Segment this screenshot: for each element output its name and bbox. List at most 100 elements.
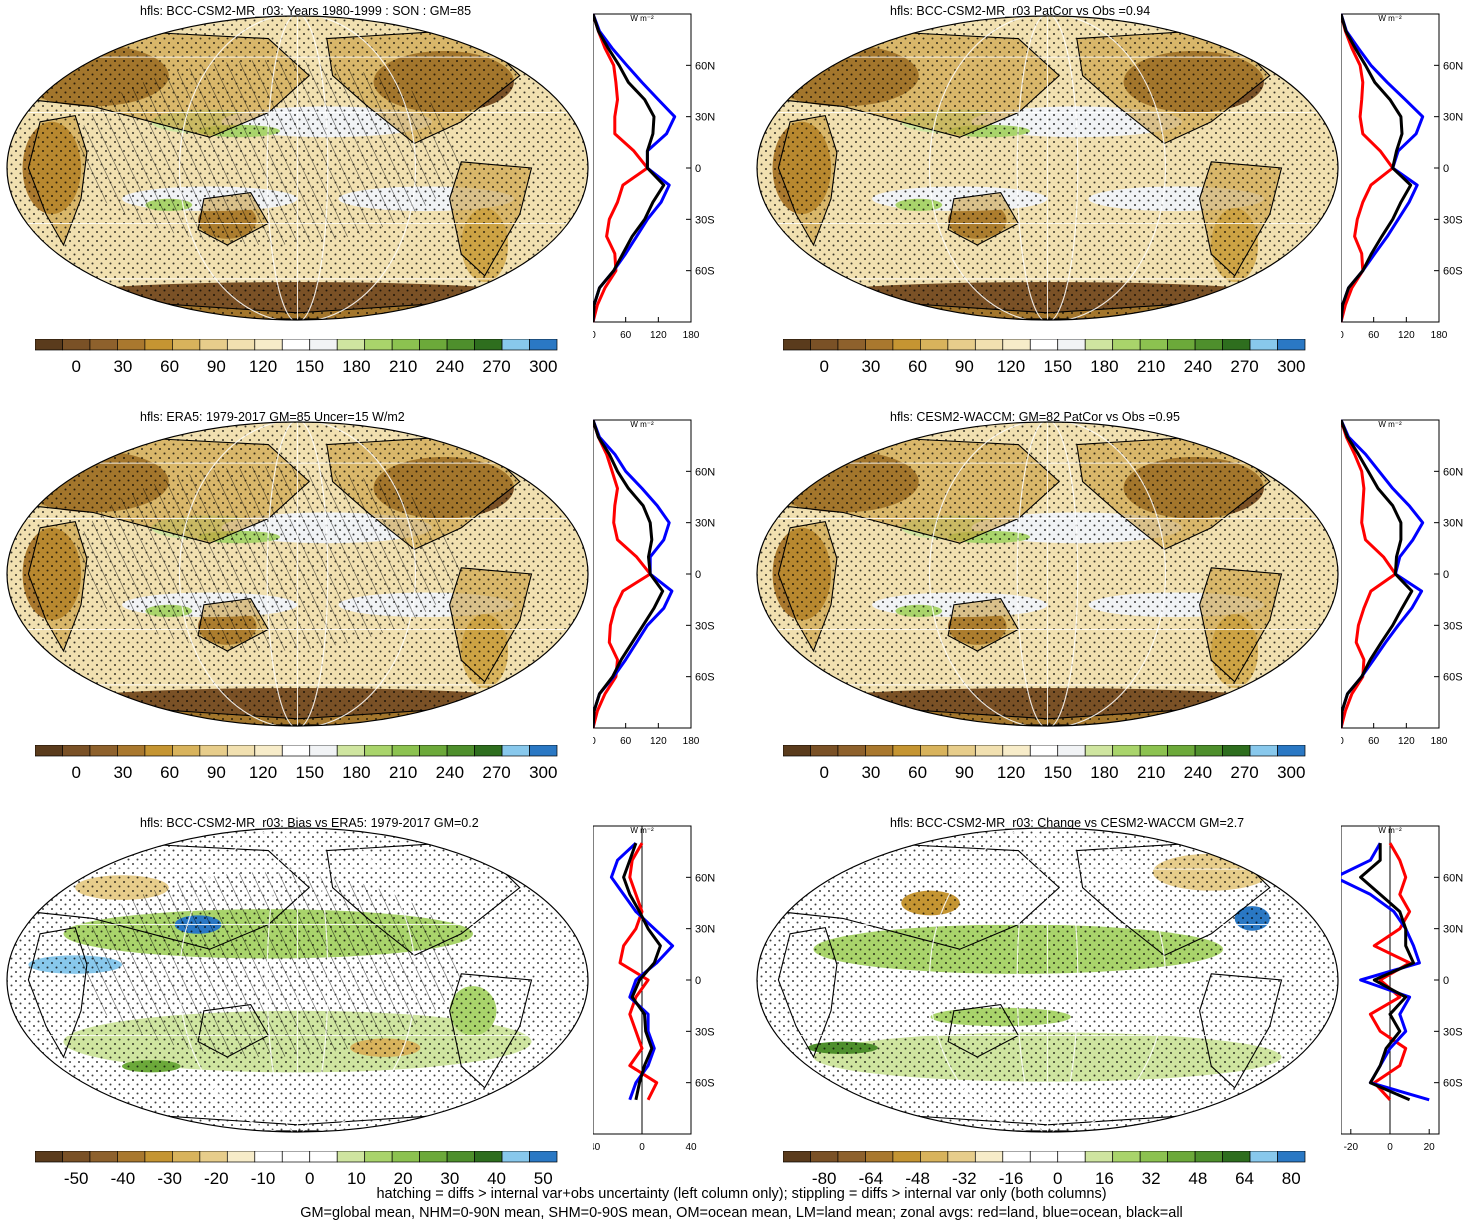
colorbar-label: -40 bbox=[111, 1169, 136, 1188]
colorbar-swatch bbox=[810, 745, 839, 757]
zonal-line-land bbox=[618, 842, 659, 1101]
colorbar-6: -80 -64 -48 -32 -16 0 16 32 48 64 80 bbox=[783, 1151, 1306, 1188]
colorbar-swatch bbox=[974, 1151, 1004, 1163]
colorbar-swatch bbox=[1222, 1151, 1251, 1163]
lat-tick-label: 0 bbox=[1443, 975, 1449, 987]
colorbar-label: 120 bbox=[997, 763, 1025, 782]
colorbar-swatch bbox=[474, 1151, 503, 1163]
colorbar-label: 60 bbox=[908, 357, 927, 376]
colorbar-label: 210 bbox=[389, 357, 417, 376]
zonal-line-all bbox=[593, 419, 665, 729]
colorbar-label: 270 bbox=[1230, 357, 1258, 376]
colorbar-label: 30 bbox=[113, 763, 132, 782]
colorbar-swatch bbox=[920, 339, 949, 351]
x-tick-label: 0 bbox=[639, 1142, 645, 1153]
colorbar-swatch bbox=[1139, 1151, 1168, 1163]
colorbar-2: 0 30 60 90 120 150 180 210 240 270 300 bbox=[783, 339, 1305, 376]
colorbar-swatch bbox=[336, 339, 366, 351]
colorbar-swatch bbox=[117, 339, 146, 351]
lat-tick-label: 0 bbox=[1443, 163, 1449, 175]
colorbar-swatch bbox=[1057, 1151, 1086, 1163]
colorbar-1: 0 30 60 90 120 150 180 210 240 270 300 bbox=[35, 339, 557, 376]
lat-tick-label: 60N bbox=[1443, 60, 1463, 72]
colorbar-swatch bbox=[974, 339, 1004, 351]
colorbar-label: 0 bbox=[819, 357, 828, 376]
map-panel-3 bbox=[6, 421, 589, 727]
lat-tick-label: 60S bbox=[695, 266, 715, 278]
title-top-right: hfls: BCC-CSM2-MR_r03 PatCor vs Obs =0.9… bbox=[890, 4, 1151, 18]
colorbar-swatch bbox=[1029, 339, 1059, 351]
x-tick-label: 20 bbox=[1424, 1142, 1436, 1153]
x-tick-label: 40 bbox=[685, 1142, 697, 1153]
colorbar-label: 60 bbox=[160, 763, 179, 782]
lat-tick-label: 60S bbox=[1443, 1078, 1463, 1090]
colorbar-swatch bbox=[974, 745, 1004, 757]
colorbar-swatch bbox=[309, 745, 338, 757]
zonal-plot-2: W m⁻² 60N 30N 0 30S 60S 0 60 120 180 bbox=[1341, 13, 1463, 341]
colorbar-label: 32 bbox=[1142, 1169, 1161, 1188]
colorbar-label: 240 bbox=[1184, 763, 1212, 782]
colorbar-swatch bbox=[1029, 1151, 1059, 1163]
colorbar-label: 64 bbox=[1235, 1169, 1254, 1188]
title-bottom-right: hfls: BCC-CSM2-MR_r03: Change vs CESM2-W… bbox=[890, 816, 1245, 830]
colorbar-swatch bbox=[1167, 745, 1196, 757]
lat-tick-label: 60N bbox=[695, 60, 715, 72]
colorbar-label: 150 bbox=[296, 763, 324, 782]
colorbar-swatch bbox=[419, 339, 448, 351]
lat-tick-label: 0 bbox=[695, 163, 701, 175]
colorbar-swatch bbox=[1194, 339, 1223, 351]
colorbar-label: 0 bbox=[71, 357, 80, 376]
colorbar-swatch bbox=[62, 339, 91, 351]
x-tick-label: 120 bbox=[1398, 736, 1415, 747]
colorbar-swatch bbox=[446, 339, 475, 351]
hatching bbox=[75, 872, 462, 1057]
colorbar-4: 0 30 60 90 120 150 180 210 240 270 300 bbox=[783, 745, 1305, 782]
x-tick-label: 180 bbox=[683, 330, 700, 341]
colorbar-swatch bbox=[1222, 339, 1251, 351]
colorbar-label: 240 bbox=[436, 763, 464, 782]
x-tick-label: 120 bbox=[1398, 330, 1415, 341]
colorbar-swatch bbox=[892, 745, 921, 757]
colorbar-swatch bbox=[199, 1151, 228, 1163]
colorbar-swatch bbox=[947, 745, 976, 757]
zonal-plot-1: W m⁻² 60N 30N 0 30S 60S 0 60 120 180 bbox=[593, 13, 715, 341]
colorbar-swatch bbox=[1057, 339, 1086, 351]
colorbar-label: 90 bbox=[955, 357, 974, 376]
lat-tick-label: 30N bbox=[1443, 518, 1463, 530]
colorbar-label: 210 bbox=[1137, 763, 1165, 782]
colorbar-label: 90 bbox=[207, 763, 226, 782]
colorbar-swatch bbox=[35, 745, 63, 757]
lat-tick-label: 60N bbox=[1443, 872, 1463, 884]
lat-tick-label: 60S bbox=[1443, 266, 1463, 278]
colorbar-swatch bbox=[865, 1151, 894, 1163]
lat-tick-label: 30N bbox=[1443, 924, 1463, 936]
zonal-line-all bbox=[593, 13, 666, 323]
colorbar-label: 210 bbox=[1137, 357, 1165, 376]
colorbar-swatch bbox=[199, 339, 228, 351]
colorbar-swatch bbox=[1139, 339, 1168, 351]
colorbar-swatch bbox=[837, 1151, 866, 1163]
zonal-line-ocean bbox=[1341, 13, 1425, 323]
title-mid-right: hfls: CESM2-WACCM: GM=82 PatCor vs Obs =… bbox=[890, 410, 1180, 424]
colorbar-swatch bbox=[1222, 745, 1251, 757]
unit-label: W m⁻² bbox=[1378, 14, 1402, 23]
colorbar-label: -32 bbox=[952, 1169, 977, 1188]
x-tick-label: 120 bbox=[650, 736, 667, 747]
colorbar-swatch bbox=[947, 339, 976, 351]
map-border bbox=[756, 827, 1339, 1133]
x-tick-label: 180 bbox=[1431, 736, 1448, 747]
colorbar-swatch bbox=[144, 1151, 173, 1163]
colorbar-swatch bbox=[226, 745, 256, 757]
colorbar-label: 0 bbox=[1053, 1169, 1062, 1188]
zonal-line-ocean bbox=[593, 419, 674, 729]
title-bottom-left: hfls: BCC-CSM2-MR_r03: Bias vs ERA5: 197… bbox=[140, 816, 479, 830]
hatching bbox=[75, 466, 462, 651]
lat-tick-label: 0 bbox=[1443, 569, 1449, 581]
colorbar-swatch bbox=[920, 1151, 949, 1163]
colorbar-label: -16 bbox=[999, 1169, 1024, 1188]
colorbar-label: 180 bbox=[1090, 357, 1118, 376]
colorbar-swatch bbox=[529, 1151, 558, 1163]
colorbar-swatch bbox=[117, 745, 146, 757]
footer-note-legend: GM=global mean, NHM=0-90N mean, SHM=0-90… bbox=[300, 1205, 1183, 1221]
colorbar-label: 150 bbox=[296, 357, 324, 376]
